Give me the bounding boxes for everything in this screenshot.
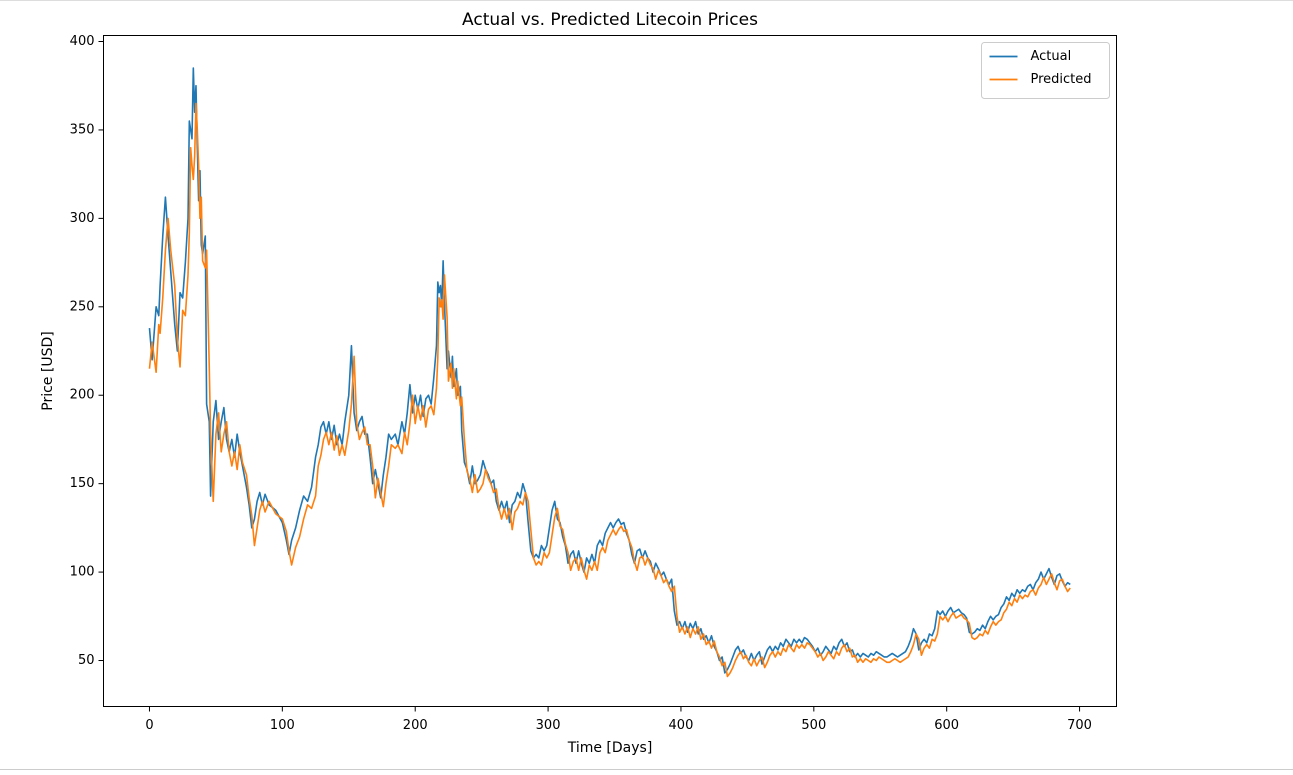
x-tick-label: 500 <box>801 718 826 733</box>
y-tick-label: 300 <box>70 211 95 226</box>
axes-frame <box>103 35 1117 707</box>
y-axis-label: Price [USD] <box>40 331 56 410</box>
x-axis-label: Time [Days] <box>567 740 653 756</box>
x-tick-label: 100 <box>270 718 295 733</box>
legend-label: Predicted <box>1031 72 1092 87</box>
y-tick-label: 350 <box>70 122 95 137</box>
data-line <box>148 102 1071 678</box>
x-tick-label: 600 <box>934 718 959 733</box>
x-tick-label: 0 <box>145 718 153 733</box>
y-tick-label: 400 <box>70 34 95 49</box>
y-tick-label: 200 <box>70 388 95 403</box>
x-tick-label: 700 <box>1067 718 1092 733</box>
data-line <box>148 67 1071 674</box>
legend-label: Actual <box>1031 49 1072 64</box>
legend: Actual Predicted <box>981 42 1110 99</box>
y-tick-label: 100 <box>70 565 95 580</box>
x-tick-label: 300 <box>536 718 561 733</box>
plot-area <box>148 67 1071 678</box>
y-tick-label: 250 <box>70 299 95 314</box>
x-tick-label: 200 <box>403 718 428 733</box>
y-tick-label: 50 <box>78 653 95 668</box>
chart-title: Actual vs. Predicted Litecoin Prices <box>462 10 758 30</box>
y-tick-label: 150 <box>70 476 95 491</box>
x-tick-label: 400 <box>669 718 694 733</box>
